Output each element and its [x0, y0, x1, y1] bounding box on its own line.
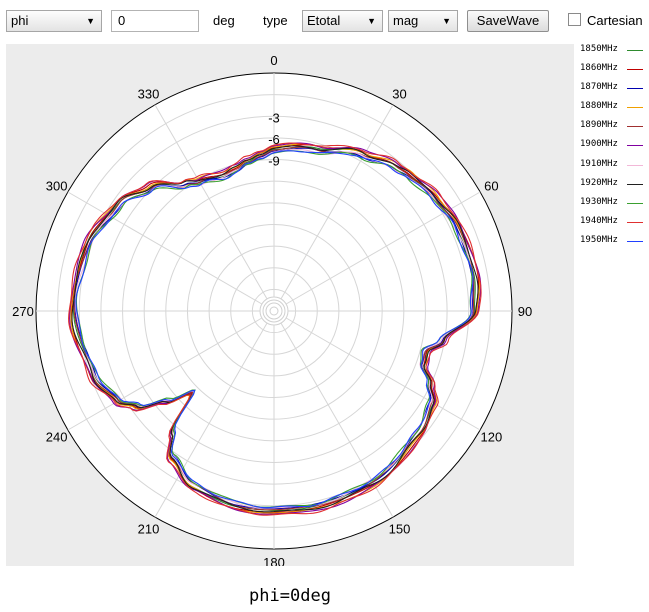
legend-item: 1940MHz — [580, 216, 649, 235]
legend: 1850MHz 1860MHz 1870MHz 1880MHz 1890MHz 1900M… — [580, 44, 649, 254]
legend-swatch — [627, 202, 643, 204]
center-ring — [262, 299, 286, 323]
angle-grid-line — [280, 104, 394, 300]
polar-plot-area: 0 30 60 90 120 150 180 210 240 270 300 330 -3 -6 -9 — [6, 44, 574, 566]
save-wave-button[interactable]: SaveWave — [467, 10, 549, 32]
chevron-down-icon: ▼ — [442, 16, 451, 26]
field-select[interactable]: Etotal ▼ — [302, 10, 383, 32]
legend-swatch — [627, 88, 643, 90]
legend-label: 1860MHz — [580, 63, 618, 74]
angle-grid-line — [285, 317, 481, 431]
legend-item: 1880MHz — [580, 101, 649, 120]
legend-label: 1880MHz — [580, 101, 618, 112]
legend-label: 1890MHz — [580, 120, 618, 131]
legend-label: 1910MHz — [580, 158, 618, 169]
plane-select[interactable]: phi ▼ — [6, 10, 102, 32]
toolbar: phi ▼ 0 deg type Etotal ▼ mag ▼ SaveWave… — [0, 0, 649, 40]
legend-swatch — [627, 164, 643, 166]
legend-label: 1900MHz — [580, 139, 618, 150]
angle-tick-label: 330 — [138, 87, 160, 102]
series-line-1890MHz — [73, 146, 475, 511]
legend-swatch — [627, 126, 643, 128]
angle-unit-label: deg — [213, 13, 235, 28]
legend-swatch — [627, 183, 643, 185]
legend-item: 1890MHz — [580, 120, 649, 139]
series-line-1950MHz — [75, 150, 474, 509]
legend-swatch — [627, 50, 643, 51]
radial-tick-label: -6 — [268, 132, 280, 147]
series-line-1940MHz — [68, 142, 482, 516]
legend-item: 1910MHz — [580, 159, 649, 178]
chevron-down-icon: ▼ — [367, 16, 376, 26]
angle-tick-label: 0 — [270, 53, 277, 68]
angle-grid-line — [154, 322, 268, 518]
angle-tick-label: 210 — [138, 521, 160, 536]
legend-swatch — [627, 107, 643, 109]
angle-input[interactable]: 0 — [111, 10, 199, 32]
angle-tick-label: 300 — [46, 179, 68, 194]
radial-tick-label: -3 — [268, 110, 280, 125]
angle-grid-line — [154, 104, 268, 300]
chevron-down-icon: ▼ — [86, 16, 95, 26]
legend-item: 1860MHz — [580, 63, 649, 82]
legend-label: 1920MHz — [580, 177, 618, 188]
center-ring — [269, 306, 279, 316]
legend-label: 1850MHz — [580, 44, 618, 54]
field-select-value: Etotal — [307, 13, 341, 28]
legend-item: 1950MHz — [580, 235, 649, 254]
type-label: type — [263, 13, 288, 28]
angle-tick-label: 150 — [389, 521, 411, 536]
center-ring — [265, 302, 283, 320]
format-select[interactable]: mag ▼ — [388, 10, 458, 32]
radial-tick-label: -9 — [268, 154, 280, 169]
polar-chart: 0 30 60 90 120 150 180 210 240 270 300 330 -3 -6 -9 — [12, 53, 532, 566]
legend-item: 1930MHz — [580, 197, 649, 216]
legend-item: 1850MHz — [580, 44, 649, 63]
angle-tick-label: 270 — [12, 304, 34, 319]
plane-select-value: phi — [11, 13, 29, 28]
legend-item: 1870MHz — [580, 82, 649, 101]
angle-grid-line — [67, 191, 263, 305]
angle-tick-label: 180 — [263, 555, 285, 566]
legend-swatch — [627, 221, 643, 223]
legend-swatch — [627, 240, 643, 242]
legend-label: 1950MHz — [580, 234, 618, 245]
angle-tick-label: 120 — [481, 430, 503, 445]
cartesian-checkbox[interactable] — [568, 13, 581, 26]
format-select-value: mag — [393, 13, 419, 28]
legend-swatch — [627, 69, 643, 71]
legend-swatch — [627, 145, 643, 147]
angle-tick-label: 90 — [518, 304, 532, 319]
cartesian-label: Cartesian — [587, 13, 643, 28]
angle-tick-label: 60 — [484, 179, 498, 194]
series-line-1920MHz — [71, 145, 479, 513]
series-line-1900MHz — [69, 142, 482, 515]
legend-item: 1920MHz — [580, 178, 649, 197]
legend-label: 1940MHz — [580, 215, 618, 226]
legend-label: 1930MHz — [580, 196, 618, 207]
legend-label: 1870MHz — [580, 82, 618, 93]
angle-tick-label: 30 — [392, 87, 406, 102]
angle-input-value: 0 — [118, 13, 126, 28]
plot-caption: phi=0deg — [249, 586, 331, 606]
angle-grid-line — [67, 317, 263, 431]
angle-tick-label: 240 — [46, 430, 68, 445]
legend-item: 1900MHz — [580, 139, 649, 158]
